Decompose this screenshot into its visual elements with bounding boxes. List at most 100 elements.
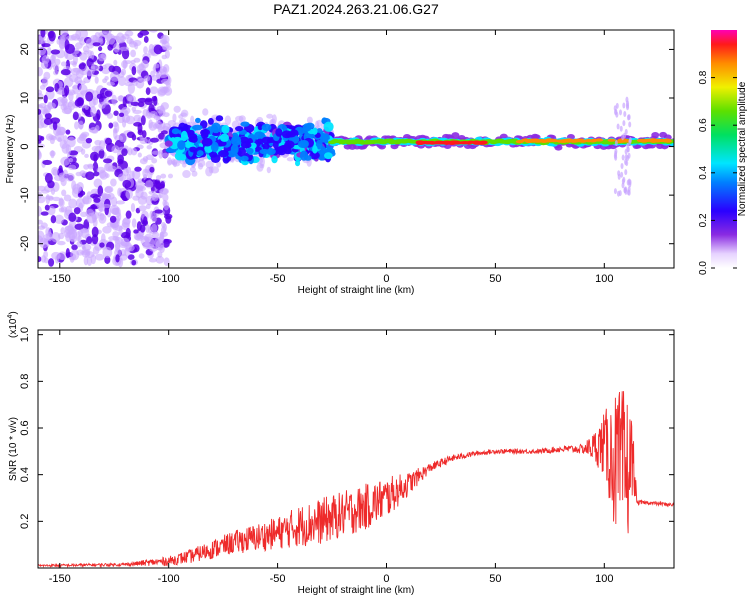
spectral-blob [472, 140, 481, 144]
spectral-blob [132, 109, 142, 114]
spectral-blob [648, 138, 657, 142]
spectral-blob [68, 164, 77, 171]
spectral-blob [622, 102, 626, 109]
spectral-blob [117, 173, 127, 182]
spectral-blob [74, 121, 80, 130]
spectral-blob [97, 53, 106, 62]
snr-panel: -150 -100 -50 0 50 100 0.2 0.4 0.6 0.8 1.0 Height… [7, 311, 675, 596]
spectral-blob [195, 117, 201, 124]
spectral-blob [77, 235, 82, 242]
spectral-blob [61, 107, 72, 115]
spectral-blob [64, 39, 70, 51]
spectral-blob [114, 236, 124, 245]
spectral-blob [86, 236, 93, 245]
x-tick-label: 100 [595, 273, 613, 285]
spectral-blob [135, 180, 145, 190]
spectral-blob [138, 205, 147, 212]
spectral-blob [114, 122, 120, 134]
spectral-blob [623, 110, 627, 117]
colorbar-tick-label: 0.6 [698, 118, 709, 132]
spectral-blob [54, 58, 61, 66]
spectral-blob [63, 194, 72, 202]
spectral-blob [165, 82, 171, 88]
spectral-blob [190, 115, 195, 124]
spectral-blob [271, 155, 278, 164]
spectral-blob [149, 86, 159, 95]
spectral-blob [122, 96, 127, 107]
spectral-blob [141, 130, 147, 138]
spectral-blob [96, 109, 101, 120]
colorbar-tick-label: 0.4 [698, 165, 709, 179]
colorbar-tick-label: 0.2 [698, 213, 709, 227]
spectral-blob [75, 30, 82, 40]
spectral-blob [41, 43, 51, 48]
spectral-blob [133, 233, 142, 241]
spectral-blob [189, 146, 197, 153]
spectral-blob [161, 222, 166, 228]
spectral-blob [38, 46, 47, 56]
colorbar-ticks: 0.0 0.2 0.4 0.6 0.8 [698, 70, 737, 275]
spectral-blob [60, 61, 67, 67]
spectral-blob [151, 215, 157, 223]
spectral-blob [127, 254, 135, 261]
spectral-blob [224, 115, 232, 126]
spectral-blob [59, 30, 69, 37]
snr-y-label: SNR (10 * v/v) [8, 417, 19, 481]
spectral-blob [192, 124, 203, 131]
spectral-blob [613, 188, 617, 195]
spectral-blob [45, 89, 55, 100]
spectral-blob [190, 135, 198, 143]
spectral-blob [96, 36, 103, 43]
spectral-blob [428, 141, 437, 145]
spectral-blob [125, 210, 132, 219]
spectral-blob [286, 157, 294, 162]
spectral-blob [86, 70, 93, 77]
snr-x-label: Height of straight line (km) [298, 585, 415, 596]
spectral-blob [58, 174, 66, 183]
spectral-blob [575, 138, 584, 142]
spectral-blob [115, 254, 120, 263]
spectral-blob [545, 138, 554, 142]
spectral-blob [299, 150, 309, 161]
spectral-blob [101, 192, 108, 199]
spectral-blob [60, 68, 71, 76]
spectral-blob [119, 46, 130, 52]
spectral-blob [202, 108, 209, 116]
spectral-blob [257, 124, 263, 131]
spectral-blob [160, 180, 166, 190]
spectral-blob [149, 166, 155, 173]
spectral-blob [101, 203, 111, 209]
spectral-blob [134, 166, 142, 172]
spectral-blob [111, 94, 118, 106]
spectral-blob [145, 180, 154, 189]
spectrogram-marks [38, 30, 674, 268]
spectral-blob [160, 173, 167, 179]
spectral-blob [116, 39, 126, 44]
spectral-blob [113, 59, 118, 66]
spectral-blob [651, 131, 660, 138]
spectral-blob [626, 189, 630, 196]
spectral-blob [624, 169, 628, 176]
spectral-blob [38, 149, 41, 160]
spectral-blob [626, 114, 630, 121]
spectral-blob [75, 198, 85, 209]
x-tick-label: -50 [270, 273, 286, 285]
spectral-blob [85, 38, 95, 49]
spectral-blob [245, 142, 252, 148]
spectral-blob [155, 175, 162, 181]
spectral-blob [201, 137, 213, 147]
spectral-blob [117, 212, 122, 221]
spectral-blob [182, 170, 191, 179]
snr-series-line [38, 391, 674, 568]
spectral-blob [151, 199, 159, 205]
spectral-blob [122, 179, 132, 189]
spectral-blob [67, 101, 73, 108]
spectral-blob [118, 112, 125, 118]
spectral-blob [130, 59, 136, 65]
spectral-blob [151, 193, 159, 202]
spectral-blob [85, 137, 93, 144]
spectral-blob [38, 256, 42, 263]
spectral-blob [104, 186, 113, 193]
spectral-blob [106, 222, 116, 228]
spectral-blob [38, 135, 43, 141]
